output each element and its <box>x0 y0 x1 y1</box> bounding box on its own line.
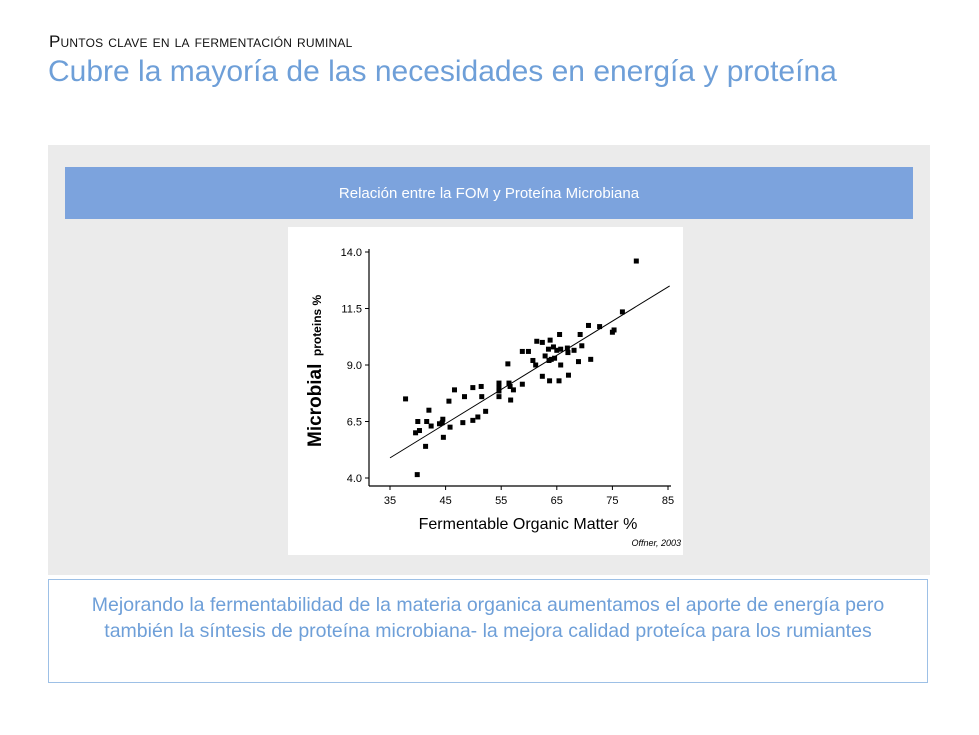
x-tick-label: 55 <box>495 495 507 507</box>
data-point <box>554 347 560 353</box>
data-point <box>556 378 562 384</box>
data-point <box>424 419 430 424</box>
y-label-main: Microbial <box>305 364 326 447</box>
data-point <box>436 421 442 427</box>
data-point <box>633 258 639 264</box>
data-point <box>533 362 539 368</box>
data-point <box>460 420 466 426</box>
data-point <box>597 324 603 330</box>
y-tick-label: 9.0 <box>347 360 362 372</box>
data-point <box>440 416 446 422</box>
data-point <box>447 424 453 430</box>
data-point <box>428 423 434 429</box>
data-point <box>505 361 511 367</box>
data-point <box>510 387 516 393</box>
data-point <box>496 388 502 394</box>
data-point <box>588 356 594 362</box>
y-label-sub: proteins % <box>310 294 324 356</box>
data-point <box>552 355 558 361</box>
data-point <box>479 394 485 400</box>
data-point <box>579 343 585 349</box>
x-tick-label: 45 <box>439 495 451 507</box>
data-point <box>496 380 502 386</box>
data-point <box>577 331 583 337</box>
data-point <box>534 338 540 344</box>
x-tick-label: 35 <box>384 495 396 507</box>
data-point <box>506 380 512 386</box>
data-point <box>585 322 591 328</box>
y-tick-label: 11.5 <box>341 304 362 316</box>
data-point <box>414 472 420 478</box>
data-point <box>475 414 481 420</box>
banner-text: Relación entre la FOM y Proteína Microbi… <box>338 184 640 202</box>
x-tick-label: 85 <box>662 495 674 507</box>
data-point <box>545 346 551 352</box>
data-point <box>439 420 445 426</box>
data-point <box>558 362 564 368</box>
chart-banner: Relación entre la FOM y Proteína Microbi… <box>65 167 913 219</box>
data-point <box>519 348 525 354</box>
data-point <box>525 348 531 354</box>
data-point <box>611 327 617 333</box>
x-tick-label: 75 <box>606 495 618 507</box>
data-point <box>462 394 468 400</box>
chart-svg: 4.0 6.5 9.0 11.5 14.0 35 45 55 65 75 85 Microbial… <box>305 247 681 548</box>
data-point <box>519 381 525 387</box>
data-point <box>565 350 571 356</box>
x-axis-label: Fermentable Organic Matter % <box>419 516 638 533</box>
data-point <box>451 387 457 393</box>
data-point <box>571 347 577 353</box>
x-tick-label: 65 <box>551 495 563 507</box>
data-point <box>470 385 476 391</box>
data-point <box>564 345 570 351</box>
slide-title: Cubre la mayoría de las necesidades en e… <box>48 55 837 88</box>
y-tick-label: 14.0 <box>341 247 362 259</box>
data-point <box>483 408 489 414</box>
data-point <box>550 344 556 350</box>
y-axis-label: Microbial proteins % <box>305 294 326 447</box>
data-point <box>413 430 419 436</box>
data-point <box>446 398 452 404</box>
slide-subtitle: Puntos clave en la fermentación ruminal <box>49 32 353 51</box>
trend-line <box>389 285 670 459</box>
data-point <box>415 419 421 424</box>
data-point <box>557 331 563 337</box>
conclusion-text: Mejorando la fermentabilidad de la mater… <box>91 594 885 642</box>
y-tick-label: 6.5 <box>347 417 362 429</box>
data-point <box>496 385 502 391</box>
data-point <box>530 357 536 363</box>
data-point <box>542 353 548 359</box>
data-point <box>426 407 432 413</box>
data-point <box>403 396 409 402</box>
data-point <box>548 356 554 362</box>
data-point <box>423 443 429 449</box>
data-point <box>496 394 502 400</box>
data-point <box>440 434 446 440</box>
data-point <box>539 373 545 379</box>
data-point <box>508 397 514 403</box>
y-tick-label: 4.0 <box>347 473 362 485</box>
data-point <box>539 339 545 345</box>
data-point <box>558 346 564 352</box>
source-citation: Offner, 2003 <box>631 538 681 548</box>
conclusion-box: Mejorando la fermentabilidad de la mater… <box>48 579 928 683</box>
data-point <box>416 428 422 434</box>
data-point <box>507 383 513 389</box>
data-point <box>619 309 625 315</box>
scatter-chart: 4.0 6.5 9.0 11.5 14.0 35 45 55 65 75 85 Microbial… <box>288 227 683 555</box>
data-point <box>575 359 581 365</box>
data-point <box>565 372 571 378</box>
data-point <box>547 378 553 384</box>
data-point <box>470 417 476 423</box>
data-point <box>478 383 484 389</box>
data-point <box>547 337 553 343</box>
